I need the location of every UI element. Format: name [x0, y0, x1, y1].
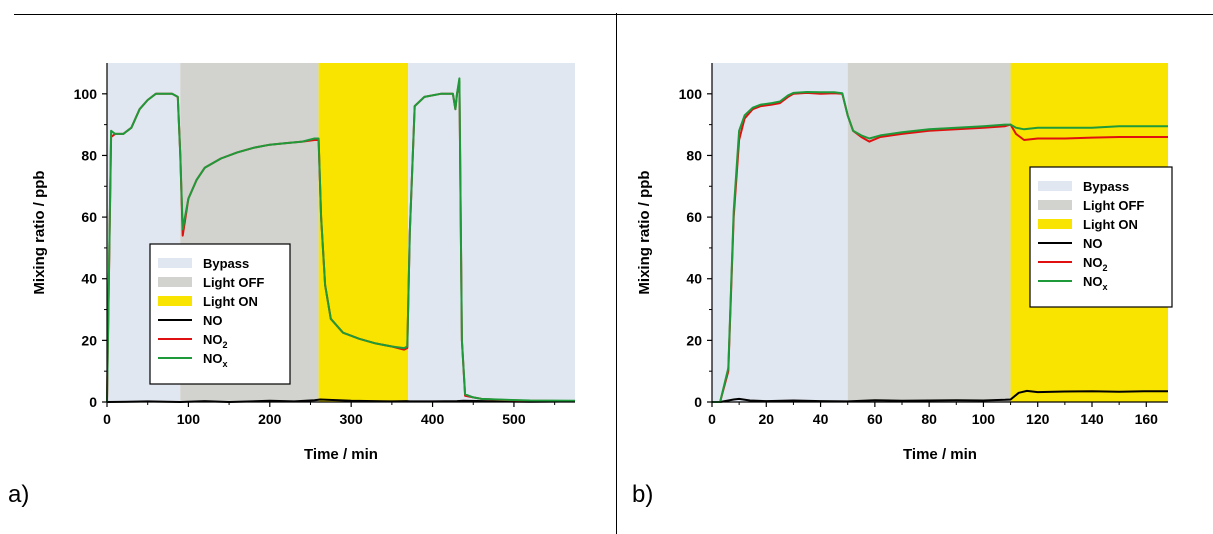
- y-tick-label: 80: [81, 147, 97, 163]
- y-tick-label: 40: [81, 271, 97, 287]
- legend-label: NO: [203, 313, 223, 328]
- legend-swatch: [158, 296, 192, 306]
- y-tick-label: 100: [679, 86, 703, 102]
- series-line-no: [106, 398, 576, 403]
- y-tick-label: 80: [686, 147, 702, 163]
- series-line-nox: [106, 77, 576, 403]
- panel-letter-a: a): [8, 481, 30, 508]
- y-tick-label: 20: [81, 332, 97, 348]
- y-tick-label: 60: [686, 209, 702, 225]
- y-tick-label: 60: [81, 209, 97, 225]
- y-tick-label: 0: [694, 394, 702, 410]
- legend-label: Light ON: [1083, 217, 1138, 232]
- y-tick-label: 40: [686, 271, 702, 287]
- legend-swatch: [1038, 181, 1072, 191]
- y-tick-label: 100: [74, 86, 98, 102]
- region-light-on: [318, 63, 409, 402]
- legend-label: NO2: [1083, 255, 1108, 273]
- x-tick-label: 40: [813, 411, 829, 427]
- panel-divider: [616, 13, 617, 534]
- x-tick-label: 400: [421, 411, 445, 427]
- legend-swatch: [1038, 219, 1072, 229]
- top-rule-left: [14, 14, 618, 15]
- region-bypass: [712, 63, 848, 402]
- legend-label: Light OFF: [1083, 198, 1144, 213]
- x-tick-label: 160: [1135, 411, 1159, 427]
- legend-label: NOx: [203, 351, 228, 369]
- series-line-nox: [712, 91, 1168, 403]
- y-axis-title: Mixing ratio / ppb: [636, 170, 653, 294]
- legend-label: Light ON: [203, 294, 258, 309]
- region-bypass: [408, 63, 575, 402]
- x-tick-label: 0: [103, 411, 111, 427]
- panel-letter-b: b): [632, 481, 654, 508]
- x-tick-label: 200: [258, 411, 282, 427]
- legend-swatch: [158, 277, 192, 287]
- x-tick-label: 20: [758, 411, 774, 427]
- x-tick-label: 500: [502, 411, 526, 427]
- legend-label: Bypass: [203, 256, 249, 271]
- x-tick-label: 60: [867, 411, 883, 427]
- series-line-no: [712, 389, 1168, 403]
- legend-label: NO2: [203, 332, 228, 350]
- x-tick-label: 0: [708, 411, 716, 427]
- x-axis-title: Time / min: [304, 446, 378, 463]
- x-tick-label: 80: [921, 411, 937, 427]
- legend-label: Bypass: [1083, 179, 1129, 194]
- x-tick-label: 100: [972, 411, 996, 427]
- x-tick-label: 120: [1026, 411, 1050, 427]
- legend-label: Light OFF: [203, 275, 264, 290]
- x-tick-label: 300: [339, 411, 363, 427]
- region-light-off: [847, 63, 1011, 402]
- x-axis-title: Time / min: [903, 446, 977, 463]
- y-tick-label: 0: [89, 394, 97, 410]
- y-tick-label: 20: [686, 332, 702, 348]
- x-tick-label: 100: [177, 411, 201, 427]
- top-rule-right: [618, 14, 1213, 15]
- legend-label: NOx: [1083, 274, 1108, 292]
- legend-label: NO: [1083, 236, 1103, 251]
- legend-swatch: [158, 258, 192, 268]
- legend-swatch: [1038, 200, 1072, 210]
- legend-box: [149, 243, 291, 385]
- chart-panel-a: 0 100 200 300 400 500 0 20 40 60 80 100 Time / min Mi…: [31, 63, 576, 463]
- chart-panel-b: 0 20 40 60 80 100 120 140 160 0 20 40 60 80 100 Time / …: [636, 63, 1173, 463]
- y-axis-title: Mixing ratio / ppb: [31, 170, 48, 294]
- x-tick-label: 140: [1080, 411, 1104, 427]
